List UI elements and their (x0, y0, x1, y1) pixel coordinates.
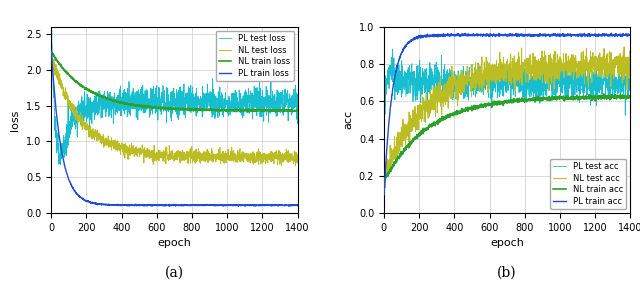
NL test acc (509, 77, 517, 81)
NL test acc (627, 63, 634, 66)
PL test loss (294, 96, 301, 100)
NL test loss (47, 53, 55, 57)
NL test loss (108, 140, 115, 143)
PL test acc (580, 87, 588, 91)
PL test acc (465, 83, 473, 87)
PL test loss (291, 98, 298, 102)
NL train acc (440, 117, 448, 120)
Line: NL test acc: NL test acc (384, 47, 630, 187)
Y-axis label: acc: acc (343, 110, 353, 129)
NL test acc (580, 58, 588, 62)
PL train loss (47, 49, 55, 53)
PL test loss (57, 163, 65, 167)
PL test loss (48, 0, 56, 3)
NL train acc (494, 99, 502, 103)
Line: NL train loss: NL train loss (51, 52, 298, 112)
PL test acc (621, 113, 629, 117)
NL test acc (494, 78, 502, 82)
NL train loss (161, 107, 169, 110)
NL train loss (177, 107, 184, 111)
PL test acc (623, 84, 631, 88)
X-axis label: epoch: epoch (490, 238, 524, 248)
NL test loss (292, 164, 300, 168)
PL train acc (494, 33, 502, 36)
PL test acc (440, 86, 448, 90)
PL test loss (248, 110, 255, 113)
PL train loss (248, 203, 255, 207)
NL test acc (381, 186, 389, 189)
Line: PL train acc: PL train acc (384, 33, 630, 195)
NL test loss (161, 160, 169, 164)
Y-axis label: loss: loss (10, 109, 20, 131)
PL train acc (580, 33, 588, 36)
PL train acc (623, 34, 630, 38)
NL train loss (132, 104, 140, 107)
NL train acc (627, 95, 634, 99)
PL train acc (440, 32, 447, 36)
PL test acc (380, 99, 388, 103)
Line: PL train loss: PL train loss (51, 51, 298, 206)
NL test acc (465, 77, 473, 80)
NL test acc (440, 92, 448, 96)
Legend: PL test loss, NL test loss, NL train loss, PL train loss: PL test loss, NL test loss, NL train los… (216, 31, 294, 81)
PL test acc (509, 85, 517, 89)
PL train acc (380, 193, 388, 197)
PL test loss (47, 8, 55, 12)
PL train loss (294, 204, 301, 207)
PL train loss (241, 204, 249, 208)
PL train acc (509, 33, 517, 37)
PL train acc (627, 33, 634, 37)
NL test loss (132, 145, 140, 149)
NL train loss (248, 108, 255, 112)
NL test loss (290, 160, 298, 163)
NL test acc (620, 45, 628, 49)
NL test acc (623, 88, 631, 91)
Legend: PL test acc, NL test acc, NL train acc, PL train acc: PL test acc, NL test acc, NL train acc, … (550, 159, 626, 209)
NL train loss (284, 110, 292, 113)
PL train loss (161, 204, 169, 208)
NL test loss (247, 157, 255, 160)
NL train acc (465, 107, 473, 111)
PL test loss (108, 116, 115, 120)
NL train acc (600, 92, 607, 96)
PL test acc (388, 47, 396, 51)
NL test loss (294, 154, 301, 157)
NL train loss (108, 98, 115, 102)
PL test acc (627, 91, 634, 94)
NL train acc (623, 95, 631, 99)
PL test loss (132, 112, 140, 115)
NL test loss (177, 156, 184, 159)
PL test loss (162, 103, 170, 107)
Line: PL test loss: PL test loss (51, 1, 298, 165)
NL train acc (580, 96, 588, 100)
X-axis label: epoch: epoch (157, 238, 191, 248)
Text: (b): (b) (497, 265, 517, 279)
NL train loss (294, 109, 301, 112)
NL train loss (48, 50, 56, 54)
PL test loss (177, 95, 185, 99)
NL test acc (380, 167, 388, 170)
NL train acc (509, 101, 517, 104)
Text: (a): (a) (165, 265, 184, 279)
NL train loss (47, 51, 55, 54)
Line: NL test loss: NL test loss (51, 55, 298, 166)
NL train loss (291, 108, 298, 112)
PL train loss (177, 203, 184, 207)
PL train acc (607, 31, 615, 35)
PL train loss (291, 203, 298, 207)
NL train acc (380, 178, 388, 182)
Line: NL train acc: NL train acc (384, 94, 630, 182)
PL train loss (132, 204, 140, 207)
Line: PL test acc: PL test acc (384, 49, 630, 115)
PL train acc (465, 33, 473, 36)
NL train acc (380, 181, 388, 184)
PL train loss (108, 203, 115, 207)
PL test acc (494, 81, 502, 84)
